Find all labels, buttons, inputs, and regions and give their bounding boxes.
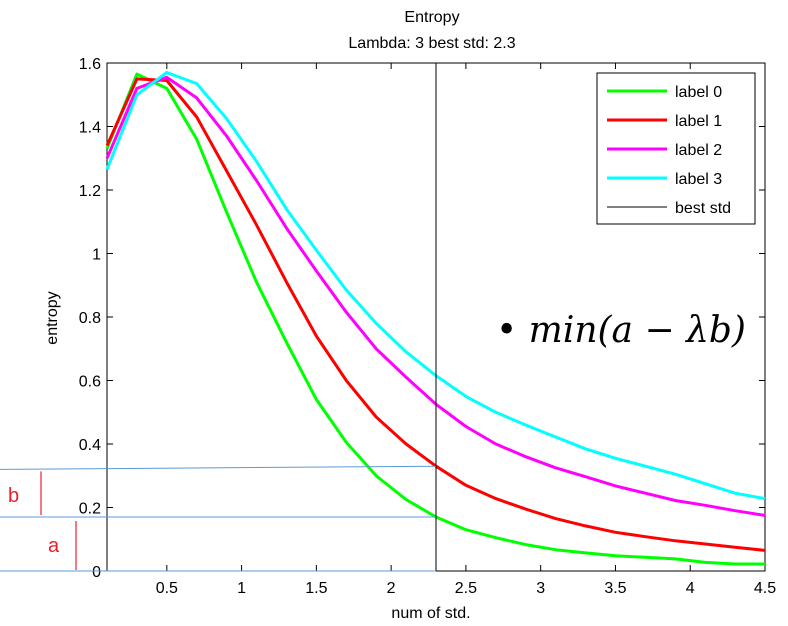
x-tick-label: 4: [686, 580, 695, 597]
legend-label-4: best std: [675, 200, 731, 217]
chart-subtitle: Lambda: 3 best std: 2.3: [348, 35, 515, 52]
label-b: b: [8, 485, 19, 507]
y-tick-label: 1.2: [79, 183, 101, 200]
legend-label-1: label 1: [675, 113, 722, 130]
legend-label-0: label 0: [675, 84, 722, 101]
x-tick-label: 2.5: [455, 580, 477, 597]
label-a: a: [48, 535, 60, 557]
y-tick-label: 1: [92, 247, 101, 264]
x-tick-label: 0.5: [156, 580, 178, 597]
y-tick-label: 0.6: [79, 374, 101, 391]
x-tick-label: 1.5: [305, 580, 327, 597]
legend-label-2: label 2: [675, 142, 722, 159]
x-tick-label: 3.5: [604, 580, 626, 597]
x-tick-label: 1: [237, 580, 246, 597]
x-tick-label: 4.5: [754, 580, 776, 597]
x-axis-ticks: 0.5 1 1.5 2 2.5 3 3.5 4 4.5: [156, 63, 776, 597]
chart-title: Entropy: [404, 9, 459, 26]
y-tick-label: 1.6: [79, 56, 101, 73]
x-tick-label: 3: [536, 580, 545, 597]
reference-line-2: [0, 465, 437, 470]
y-tick-label: 0.8: [79, 310, 101, 327]
formula-text: • min(a − λb): [496, 310, 746, 351]
legend-label-3: label 3: [675, 171, 722, 188]
reference-lines: [0, 465, 437, 572]
y-tick-label: 0.2: [79, 501, 101, 518]
x-axis-label: num of std.: [391, 605, 470, 622]
y-tick-label: 1.4: [79, 120, 101, 137]
x-tick-label: 2: [387, 580, 396, 597]
y-tick-label: 0.4: [79, 437, 101, 454]
y-axis-label: entropy: [44, 291, 61, 344]
y-tick-label: 0: [92, 564, 101, 581]
y-axis-ticks: 0 0.2 0.4 0.6 0.8 1 1.2 1.4 1.6: [79, 56, 765, 581]
legend: label 0 label 1 label 2 label 3 best std: [596, 72, 756, 225]
